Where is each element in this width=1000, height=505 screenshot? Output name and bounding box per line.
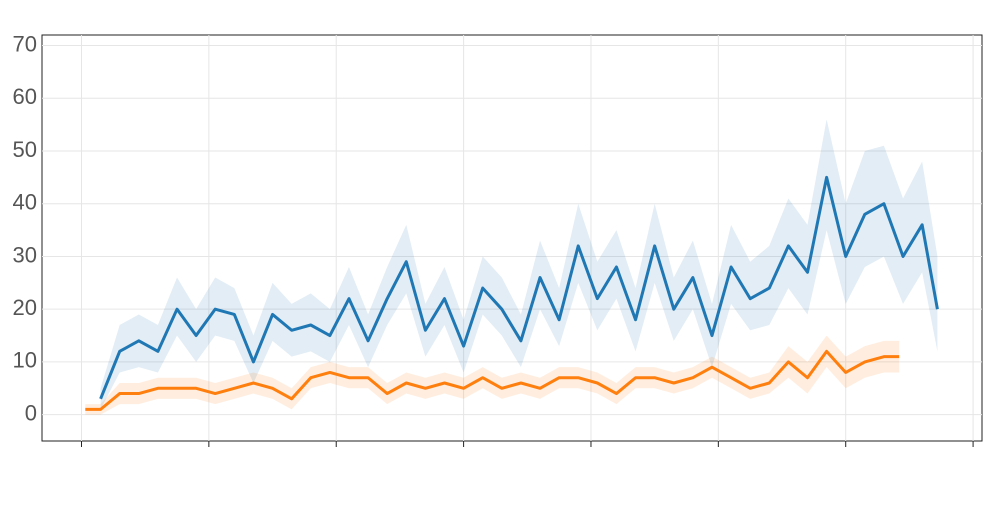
y-tick-label: 20 bbox=[13, 295, 37, 320]
y-tick-label: 60 bbox=[13, 84, 37, 109]
y-tick-label: 30 bbox=[13, 242, 37, 267]
line bbox=[99, 175, 939, 400]
y-tick-label: 70 bbox=[13, 31, 37, 56]
y-tick-label: 10 bbox=[13, 348, 37, 373]
y-tick-label: 50 bbox=[13, 137, 37, 162]
y-tick-label: 0 bbox=[25, 400, 37, 425]
confidence-band bbox=[100, 119, 938, 410]
y-tick-label: 40 bbox=[13, 190, 37, 215]
confidence-band bbox=[85, 335, 900, 415]
line bbox=[85, 349, 900, 411]
plot-frame bbox=[41, 34, 983, 442]
